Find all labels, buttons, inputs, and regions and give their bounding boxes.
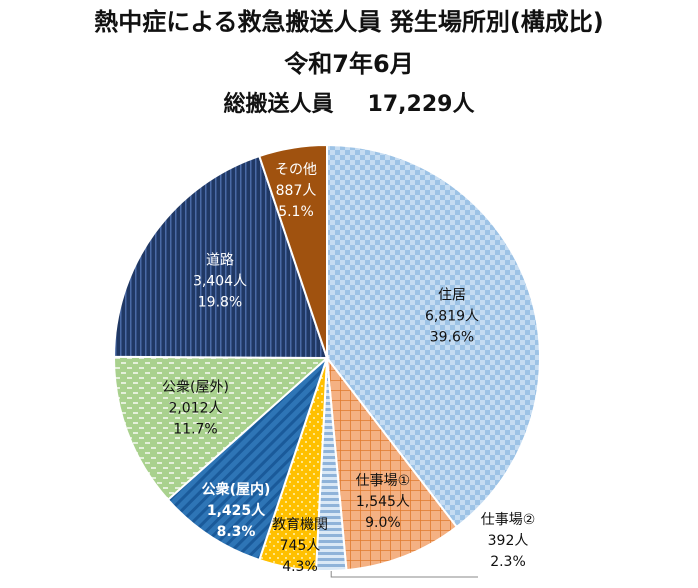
slice-label-percent: 19.8% <box>198 295 242 311</box>
pie-slice <box>112 154 329 360</box>
slice-label-percent: 11.7% <box>173 422 217 438</box>
slice-label-count: 2,012人 <box>168 401 222 417</box>
total-line: 総搬送人員 17,229人 <box>0 86 698 118</box>
slice-label-name: その他 <box>275 162 317 178</box>
slice-label-count: 745人 <box>280 538 321 554</box>
slice-label-percent: 5.1% <box>278 204 314 220</box>
slice-label-count: 1,425人 <box>207 502 266 519</box>
slice-label-count: 887人 <box>276 183 317 199</box>
pie-slice <box>166 354 330 562</box>
pie-slice <box>326 143 541 529</box>
slice-label-percent: 39.6% <box>430 330 474 346</box>
total-label: 総搬送人員 <box>223 92 334 117</box>
slice-label-name: 住居 <box>438 288 466 304</box>
pie-slice <box>112 355 330 502</box>
slice-label-name: 教育機関 <box>272 517 328 533</box>
slice-label-count: 392人 <box>488 533 529 549</box>
total-value: 17,229人 <box>367 92 475 117</box>
slice-label-count: 1,545人 <box>356 494 410 510</box>
slice-label-name: 道路 <box>206 253 234 269</box>
pie-slice <box>325 354 459 572</box>
slice-label-percent: 9.0% <box>365 515 401 531</box>
leader-line <box>330 571 478 578</box>
slice-label-percent: 2.3% <box>490 554 526 570</box>
slice-label-count: 3,404人 <box>193 274 247 290</box>
chart-title: 熱中症による救急搬送人員 発生場所別(構成比) <box>94 8 604 36</box>
slice-label-name: 公衆(屋外) <box>162 380 229 396</box>
slice-label-name: 仕事場② <box>481 512 536 528</box>
pie-slice <box>258 143 328 359</box>
slice-label-percent: 8.3% <box>217 524 256 540</box>
slice-label-name: 仕事場① <box>356 473 411 489</box>
slice-label-percent: 4.3% <box>282 559 318 575</box>
slice-label-name: 公衆(屋内) <box>202 481 271 498</box>
slice-label-count: 6,819人 <box>425 309 479 325</box>
chart-subtitle: 令和7年6月 <box>284 50 414 78</box>
